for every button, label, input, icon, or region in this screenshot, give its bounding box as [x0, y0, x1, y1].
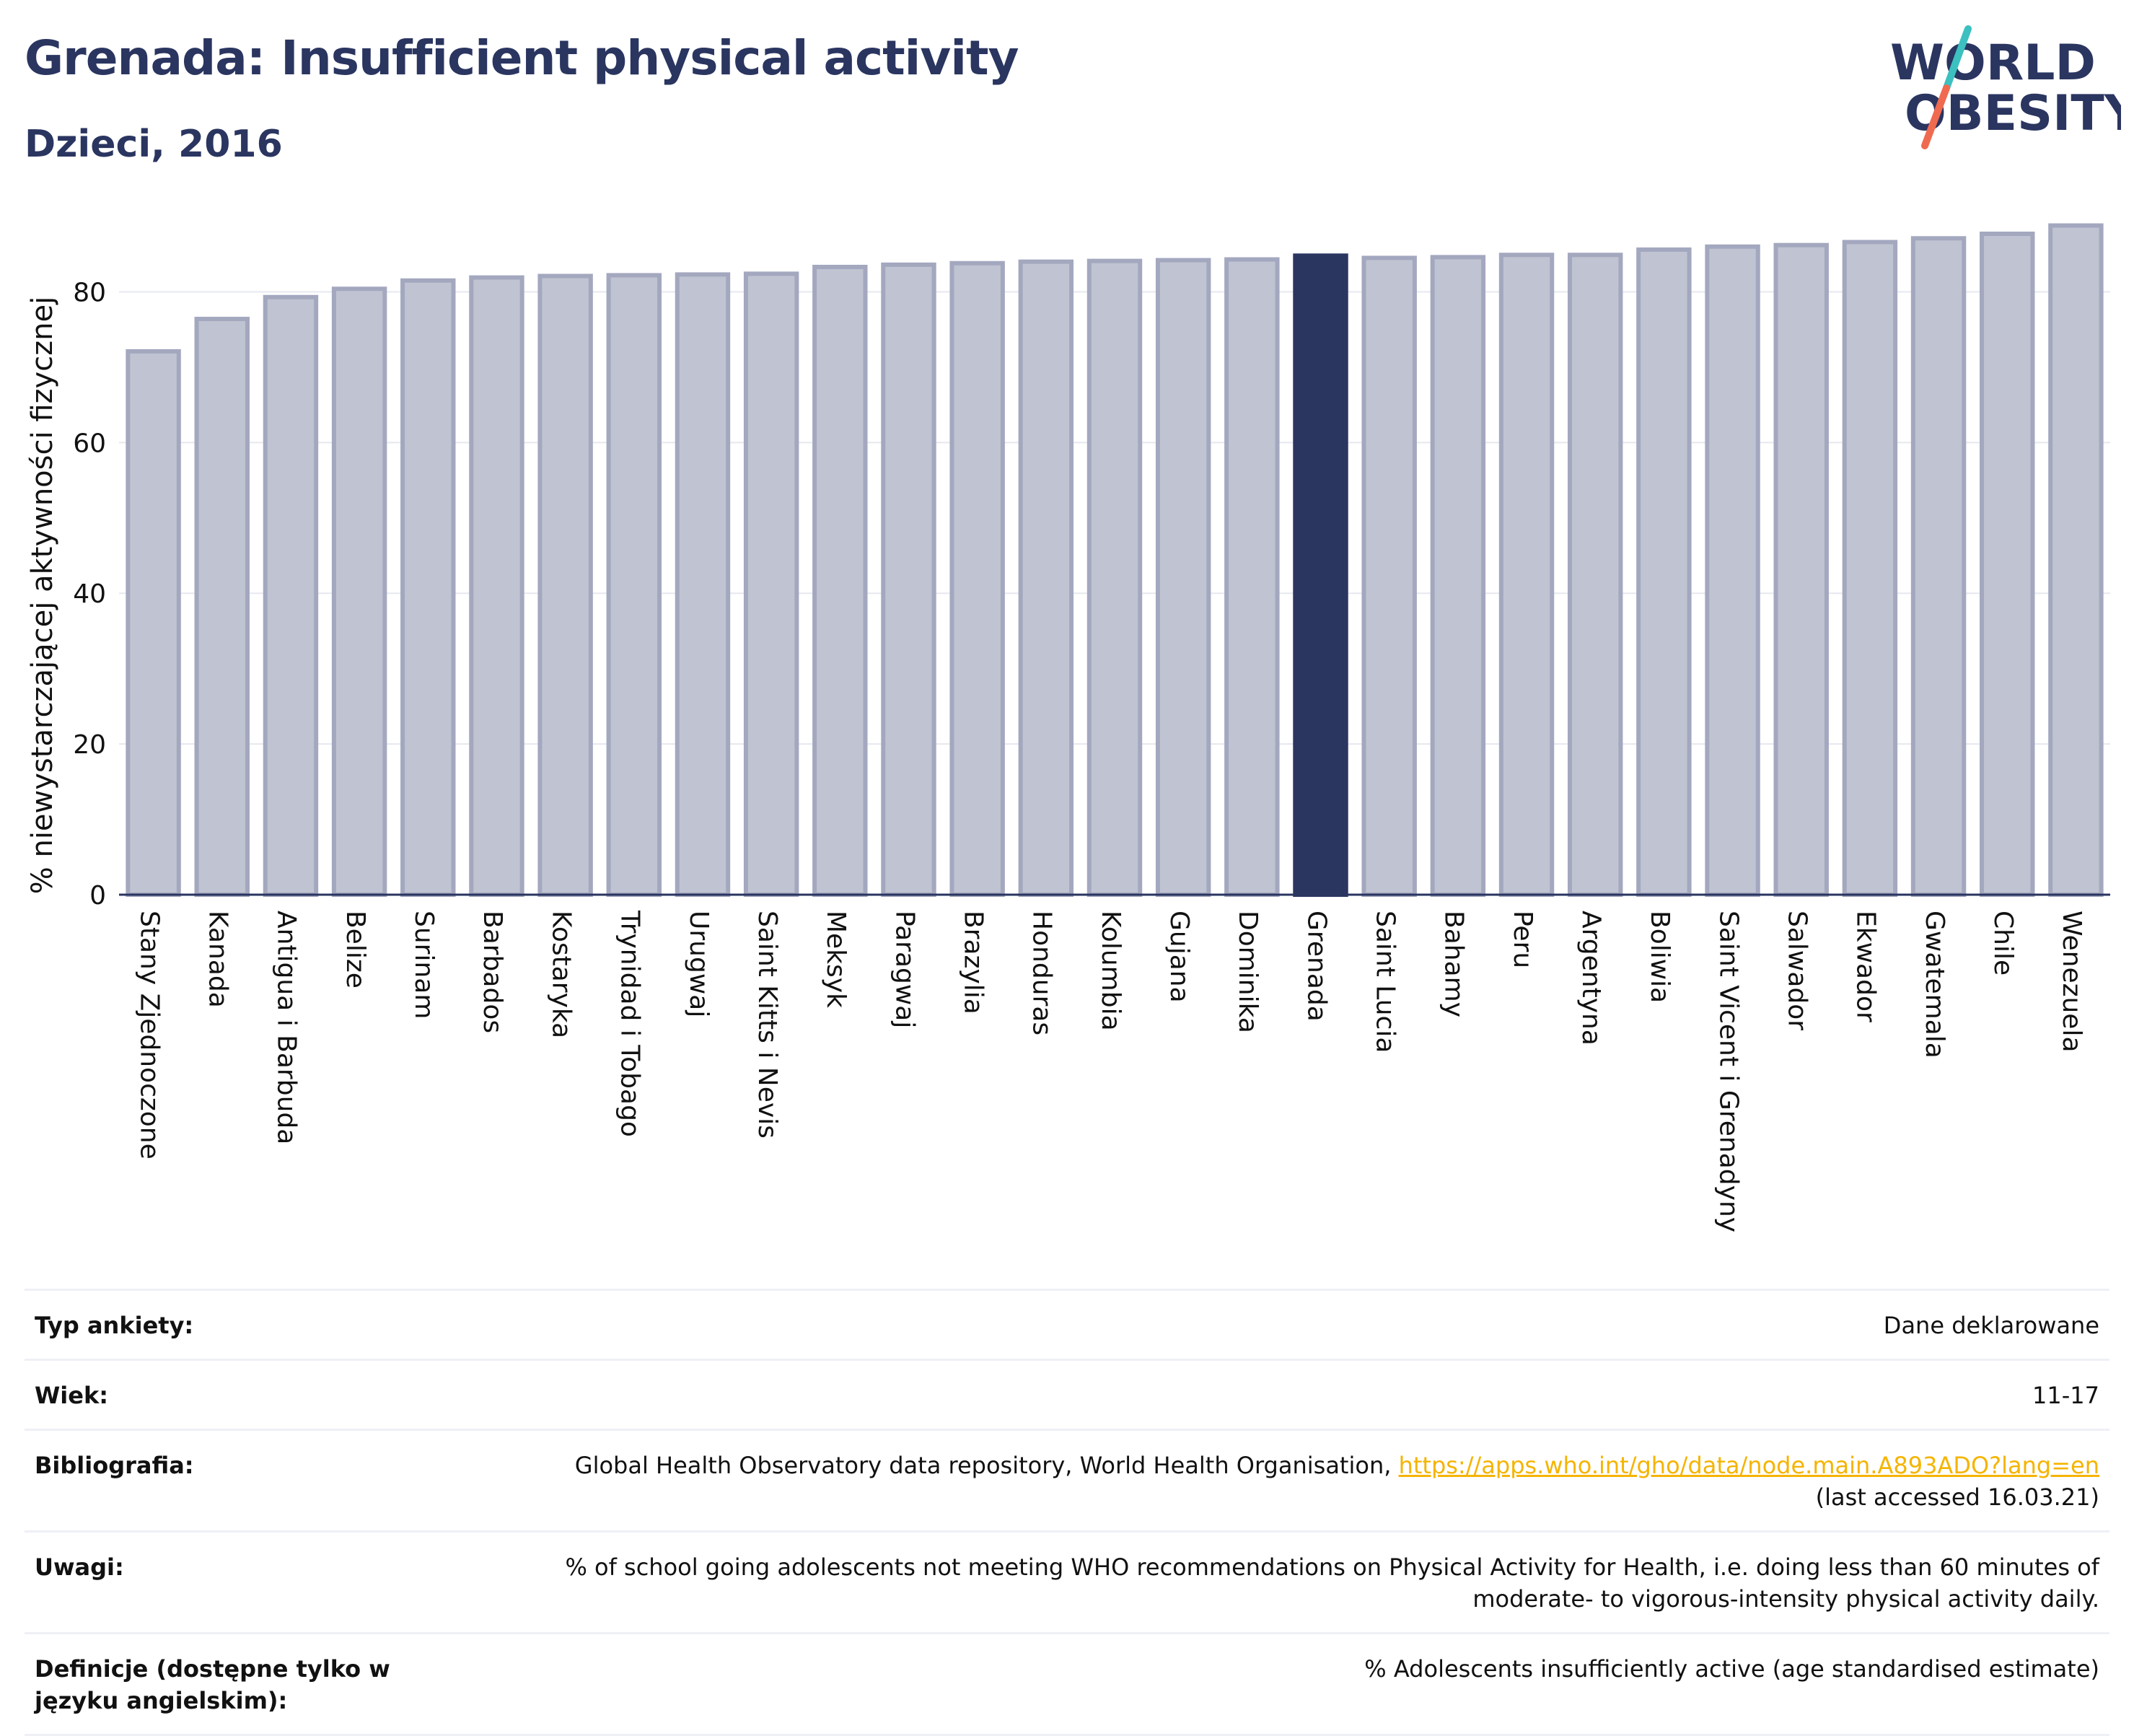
- x-tick-label: Saint Kitts i Nevis: [752, 911, 782, 1139]
- bibliography-row: Bibliografia: Global Health Observatory …: [25, 1429, 2109, 1530]
- x-tick-label: Dominika: [1233, 911, 1263, 1033]
- page-subtitle: Dzieci, 2016: [25, 123, 283, 166]
- bibliography-value: Global Health Observatory data repositor…: [482, 1450, 2099, 1513]
- bar-barbados: [469, 275, 524, 898]
- age-row: Wiek: 11-17: [25, 1359, 2109, 1429]
- logo-text-world: WORLD: [1890, 35, 2096, 92]
- bar-surinam: [400, 278, 456, 897]
- bar-kostaryka: [537, 273, 593, 897]
- bar-urugwaj: [675, 272, 731, 897]
- bibliography-label: Bibliografia:: [35, 1452, 194, 1479]
- age-value: 11-17: [2032, 1382, 2099, 1409]
- bar-belize: [331, 286, 387, 897]
- bar-chile: [1980, 232, 2035, 898]
- x-tick-label: Belize: [341, 911, 370, 988]
- age-label: Wiek:: [35, 1382, 109, 1409]
- x-tick-label: Kanada: [203, 911, 233, 1008]
- bibliography-link[interactable]: https://apps.who.int/gho/data/node.main.…: [1398, 1452, 2099, 1479]
- x-tick-label: Salwador: [1783, 911, 1812, 1030]
- bar-bahamy: [1430, 255, 1486, 897]
- bar-paragwaj: [881, 262, 936, 898]
- survey-type-label: Typ ankiety:: [35, 1312, 194, 1339]
- x-tick-label: Honduras: [1027, 911, 1057, 1035]
- notes-line-2: moderate- to vigorous-intensity physical…: [1472, 1585, 2099, 1613]
- bar-salwador: [1773, 242, 1829, 897]
- x-tick-label: Paragwaj: [890, 911, 919, 1028]
- notes-row: Uwagi: % of school going adolescents not…: [25, 1530, 2109, 1632]
- axis-layer: 0 20 40 60 80 Stany Zjednoczone Kanada Antigua …: [73, 278, 2110, 1232]
- x-tick-label: Stany Zjednoczone: [134, 911, 164, 1159]
- page-title: Grenada: Insufficient physical activity: [25, 30, 1019, 86]
- x-tick-label: Saint Lucia: [1370, 911, 1400, 1053]
- bar-kanada: [194, 317, 250, 898]
- info-table: Typ ankiety: Dane deklarowane Wiek: 11-1…: [25, 1289, 2109, 1736]
- survey-type-row: Typ ankiety: Dane deklarowane: [25, 1289, 2109, 1359]
- bar-meksyk: [812, 264, 868, 897]
- y-tick-label: 20: [73, 730, 106, 760]
- x-tick-label: Surinam: [409, 911, 439, 1019]
- bibliography-accessed: (last accessed 16.03.21): [1815, 1483, 2099, 1511]
- logo-slash-top: [1943, 25, 1972, 92]
- notes-line-1: % of school going adolescents not meetin…: [565, 1553, 2099, 1581]
- y-axis-label: % niewystarczającej aktywności fizycznej: [26, 297, 59, 895]
- bar-wenezuela: [2048, 223, 2104, 898]
- x-tick-label: Wenezuela: [2057, 911, 2086, 1053]
- x-tick-label: Trynidad i Tobago: [615, 910, 645, 1137]
- logo-slash-bottom: [1921, 84, 1950, 149]
- x-tick-label: Argentyna: [1576, 911, 1606, 1045]
- bar-kolumbia: [1086, 258, 1143, 898]
- bars-layer: [126, 223, 2104, 898]
- bar-stany-zjednoczone: [126, 348, 181, 897]
- x-tick-label: Chile: [1988, 911, 2018, 976]
- x-tick-label: Gujana: [1164, 911, 1194, 1003]
- y-tick-label: 60: [73, 429, 106, 458]
- bar-trynidad-i-tobago: [606, 273, 662, 897]
- bar-saint-lucia: [1361, 255, 1417, 897]
- x-tick-label: Peru: [1508, 911, 1537, 968]
- x-tick-label: Barbados: [478, 911, 507, 1033]
- bar-ekwador: [1842, 240, 1898, 897]
- x-tick-label: Kostaryka: [546, 911, 576, 1038]
- y-tick-label: 80: [73, 278, 106, 307]
- survey-type-value: Dane deklarowane: [1883, 1312, 2099, 1339]
- bar-chart: 0 20 40 60 80 Stany Zjednoczone Kanada Antigua …: [26, 223, 2110, 1232]
- bar-peru: [1498, 253, 1555, 898]
- x-tick-label: Brazylia: [958, 911, 988, 1014]
- world-obesity-logo: WORLD OBESITY: [1890, 25, 2121, 149]
- bar-brazylia: [949, 260, 1005, 897]
- bar-argentyna: [1567, 253, 1623, 898]
- bar-honduras: [1018, 259, 1074, 897]
- notes-label: Uwagi:: [35, 1553, 124, 1581]
- bar-saint-vicent-i-grenadyny: [1705, 244, 1760, 898]
- x-tick-label: Meksyk: [821, 911, 851, 1008]
- bar-grenada: [1293, 253, 1348, 898]
- x-tick-label: Gwatemala: [1920, 911, 1949, 1058]
- y-tick-label: 40: [73, 579, 106, 609]
- x-tick-label: Bahamy: [1439, 911, 1469, 1017]
- x-tick-label: Boliwia: [1645, 911, 1674, 1003]
- x-tick-label: Grenada: [1301, 911, 1331, 1022]
- bar-antigua-i-barbuda: [263, 294, 319, 897]
- definitions-label: Definicje (dostępne tylko w języku angie…: [35, 1655, 390, 1714]
- definitions-row: Definicje (dostępne tylko w języku angie…: [25, 1632, 2109, 1736]
- bar-boliwia: [1636, 247, 1692, 897]
- x-tick-label: Urugwaj: [684, 911, 713, 1017]
- bar-gujana: [1155, 258, 1211, 898]
- definitions-value: % Adolescents insufficiently active (age…: [1364, 1655, 2099, 1683]
- bar-dominika: [1224, 257, 1280, 898]
- bibliography-text: Global Health Observatory data repositor…: [574, 1452, 1392, 1479]
- notes-value: % of school going adolescents not meetin…: [482, 1551, 2099, 1615]
- x-tick-label: Kolumbia: [1096, 911, 1125, 1031]
- x-tick-label: Saint Vicent i Grenadyny: [1713, 911, 1743, 1232]
- bar-gwatemala: [1910, 236, 1967, 898]
- x-tick-label: Antigua i Barbuda: [272, 911, 302, 1144]
- x-tick-label: Ekwador: [1851, 911, 1881, 1022]
- bar-saint-kitts-i-nevis: [743, 271, 799, 897]
- y-tick-label: 0: [89, 881, 106, 911]
